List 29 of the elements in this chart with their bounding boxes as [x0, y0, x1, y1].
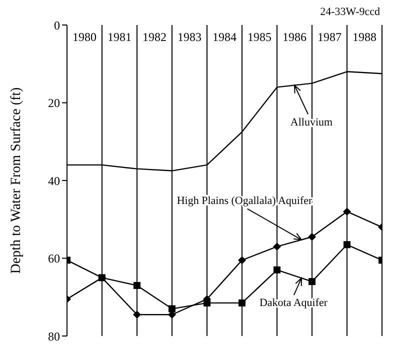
- point: [308, 278, 316, 286]
- x-tick-label: 1985: [248, 30, 272, 44]
- y-tick-label: 40: [48, 174, 60, 188]
- x-tick-label: 1987: [318, 30, 342, 44]
- point: [274, 266, 280, 274]
- y-tick-label: 0: [54, 18, 60, 32]
- y-tick-label: 80: [48, 329, 60, 344]
- chart-title: 24-33W-9ccd: [320, 6, 380, 18]
- x-tick-label: 1981: [108, 30, 132, 44]
- point: [238, 299, 246, 306]
- point: [134, 282, 140, 289]
- point: [344, 241, 350, 248]
- point: [273, 242, 281, 251]
- x-tick-label: 1988: [352, 30, 376, 44]
- x-tick-label: 1980: [72, 30, 96, 44]
- x-tick-label: 1986: [282, 30, 306, 44]
- point: [133, 310, 141, 319]
- point: [238, 256, 246, 264]
- point: [98, 274, 106, 282]
- x-tick-label: 1983: [178, 30, 202, 44]
- point: [204, 299, 210, 306]
- point: [168, 305, 176, 312]
- point: [308, 232, 316, 241]
- y-tick-label: 60: [48, 252, 60, 266]
- y-tick-label: 20: [48, 96, 60, 110]
- point: [343, 208, 351, 216]
- x-tick-label: 1984: [212, 30, 236, 44]
- y-axis-title: Depth to Water From Surface (ft): [8, 86, 24, 274]
- x-tick-label: 1982: [142, 30, 166, 44]
